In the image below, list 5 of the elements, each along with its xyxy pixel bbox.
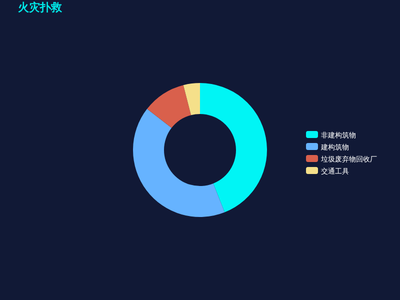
donut-slice bbox=[133, 108, 225, 217]
text: 火灾扑救 bbox=[18, 1, 63, 14]
donut-slice bbox=[147, 85, 192, 128]
donut-slice bbox=[183, 83, 200, 116]
donut-slice bbox=[200, 83, 267, 212]
